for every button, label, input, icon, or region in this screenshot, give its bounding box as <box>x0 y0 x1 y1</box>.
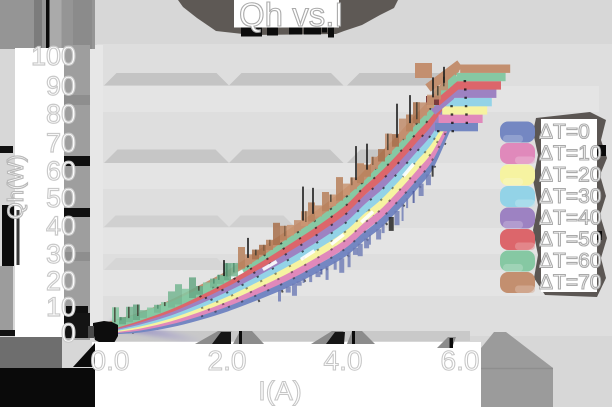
svg-text:I(A): I(A) <box>258 376 302 406</box>
svg-text:2.0: 2.0 <box>208 345 247 376</box>
svg-text:Qh(W): Qh(W) <box>3 155 28 220</box>
svg-text:4.0: 4.0 <box>324 345 363 376</box>
svg-text:Qh vs.I: Qh vs.I <box>239 0 344 33</box>
svg-text:ΔT=40: ΔT=40 <box>539 207 601 230</box>
svg-text:20: 20 <box>46 266 76 296</box>
svg-text:50: 50 <box>46 183 76 213</box>
svg-text:ΔT=10: ΔT=10 <box>539 142 601 165</box>
svg-text:90: 90 <box>46 71 76 101</box>
svg-text:ΔT=20: ΔT=20 <box>539 164 601 187</box>
svg-text:ΔT=60: ΔT=60 <box>539 250 601 273</box>
svg-text:ΔT=30: ΔT=30 <box>539 185 601 208</box>
svg-text:70: 70 <box>46 128 76 158</box>
svg-text:ΔT=50: ΔT=50 <box>539 228 601 251</box>
svg-text:40: 40 <box>46 211 76 241</box>
svg-text:60: 60 <box>46 156 76 186</box>
svg-text:ΔT=70: ΔT=70 <box>539 271 601 294</box>
svg-text:80: 80 <box>46 99 76 129</box>
svg-text:ΔT=0: ΔT=0 <box>539 121 590 144</box>
svg-text:10: 10 <box>46 292 76 322</box>
svg-text:6.0: 6.0 <box>441 345 480 376</box>
svg-text:0: 0 <box>61 318 76 348</box>
svg-text:100: 100 <box>31 41 76 71</box>
svg-text:30: 30 <box>46 239 76 269</box>
svg-text:0.0: 0.0 <box>91 345 130 376</box>
